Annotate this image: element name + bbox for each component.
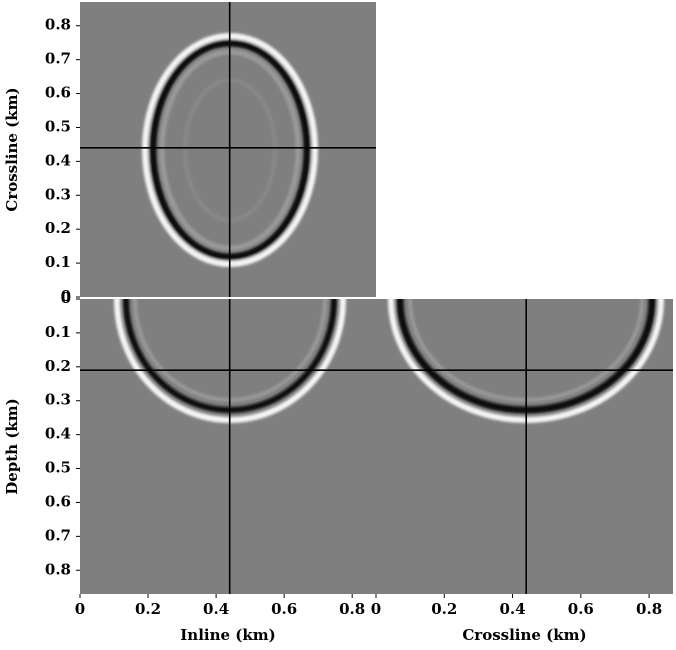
- y-tick-label: 0.6: [45, 84, 71, 102]
- x-tick-label: 0.6: [271, 600, 297, 618]
- y-tick-label: 0.1: [45, 253, 71, 271]
- x-tick-label: 0.4: [203, 600, 229, 618]
- y-tick-label: 0: [61, 289, 71, 307]
- y-tick-label: 0.8: [45, 560, 71, 578]
- y-tick-label: 0.3: [45, 185, 71, 203]
- x-tick-label: 0.6: [568, 600, 594, 618]
- y-tick-label: 0.2: [45, 357, 71, 375]
- y-tick-label: 0.3: [45, 391, 71, 409]
- x-tick-label: 0: [371, 600, 381, 618]
- y-tick-label: 0.6: [45, 492, 71, 510]
- y-tick-label: 0.5: [45, 117, 71, 135]
- x-tick-label: 0.4: [499, 600, 525, 618]
- x-tick-label: 0.2: [431, 600, 457, 618]
- y-tick-label: 0.7: [45, 50, 71, 68]
- x-tick-label: 0.2: [135, 600, 161, 618]
- x-tick-label: 0.8: [339, 600, 365, 618]
- y-tick-label: 0.5: [45, 459, 71, 477]
- y-tick-label: 0: [61, 287, 71, 305]
- y-tick-label: 0.2: [45, 219, 71, 237]
- y-axis-title: Crossline (km): [3, 87, 21, 211]
- x-tick-label: 0: [75, 600, 85, 618]
- y-axis-title: Depth (km): [3, 398, 21, 495]
- y-tick-label: 0.4: [45, 151, 71, 169]
- x-axis-title: Inline (km): [180, 626, 275, 644]
- x-axis-title: Crossline (km): [462, 626, 586, 644]
- y-tick-label: 0.8: [45, 16, 71, 34]
- y-tick-label: 0.4: [45, 425, 71, 443]
- y-tick-label: 0.7: [45, 526, 71, 544]
- x-tick-label: 0.8: [636, 600, 662, 618]
- y-tick-label: 0.1: [45, 323, 71, 341]
